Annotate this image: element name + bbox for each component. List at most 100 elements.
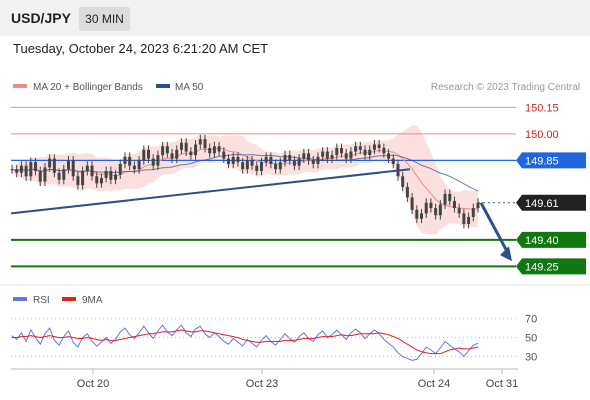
candle-body (142, 149, 146, 161)
candle-body (424, 202, 428, 214)
candle-body (344, 153, 348, 159)
candle-body (363, 149, 367, 156)
candle-body (401, 176, 405, 187)
candle-body (212, 146, 216, 154)
candle-body (339, 148, 343, 154)
candle-body (231, 156, 235, 164)
timeframe-badge[interactable]: 30 MIN (79, 7, 130, 31)
candle-body (278, 162, 282, 170)
rsi-ma-legend-label: 9MA (82, 295, 103, 306)
candle-body (189, 151, 193, 156)
forecast-arrow-head (500, 246, 512, 262)
ma20-legend-swatch (13, 84, 27, 88)
level-label-149.85: 149.85 (525, 155, 559, 167)
candle-body (203, 139, 207, 149)
candle-body (349, 151, 353, 159)
candle-body (429, 202, 433, 209)
candle-body (316, 156, 320, 164)
candle-body (114, 174, 118, 180)
rsi-tick-50: 50 (525, 333, 537, 345)
candle-body (283, 155, 287, 163)
candle-body (161, 146, 165, 156)
candle-body (241, 162, 245, 170)
candle-body (264, 156, 268, 163)
candle-body (457, 208, 461, 214)
x-axis: Oct 20 Oct 23 Oct 24 Oct 31 (77, 369, 518, 390)
candle-body (38, 170, 42, 182)
candle-body (255, 165, 259, 171)
candle-body (43, 167, 47, 182)
candle-body (335, 148, 339, 156)
candle-body (184, 142, 188, 152)
candle-body (222, 151, 226, 159)
candle-body (34, 162, 38, 171)
candle-body (259, 162, 263, 171)
x-tick-label-1: Oct 23 (246, 378, 278, 390)
candle-body (15, 169, 19, 173)
candle-body (95, 176, 99, 184)
candle-body (471, 208, 475, 217)
candle-body (467, 216, 471, 224)
level-label-149.25: 149.25 (525, 261, 559, 273)
level-tag-149.40 (516, 231, 586, 248)
rsi-tick-30: 30 (525, 352, 537, 364)
candle-body (156, 155, 160, 166)
candle-body (52, 158, 56, 173)
candle-body (387, 153, 391, 159)
candle-body (443, 193, 447, 205)
credit-text: Research © 2023 Trading Central (431, 82, 580, 93)
candle-body (90, 165, 94, 177)
candle-body (330, 155, 334, 159)
candle-body (227, 158, 231, 164)
candle-body (48, 158, 52, 168)
candle-body (198, 139, 202, 145)
candle-body (137, 160, 141, 170)
candle-body (147, 149, 151, 159)
level-tag-149.25 (516, 258, 586, 275)
candle-body (109, 170, 113, 180)
trend-line (10, 168, 411, 215)
candle-body (311, 160, 315, 164)
candle-body (476, 202, 480, 209)
chart-datetime: Tuesday, October 24, 2023 6:21:20 AM CET (13, 41, 269, 56)
rsi-line (11, 324, 479, 361)
level-tag-149.61 (516, 194, 586, 211)
candle-body (405, 186, 409, 198)
candle-body (118, 163, 122, 175)
candle-body (358, 146, 362, 150)
candle-body (170, 153, 174, 159)
rsi-tick-70: 70 (525, 314, 537, 326)
candle-body (85, 165, 89, 171)
candle-body (438, 204, 442, 216)
candle-body (236, 156, 240, 163)
candle-body (377, 144, 381, 149)
candle-body (62, 169, 66, 180)
candle-body (307, 153, 311, 161)
candle-body (420, 213, 424, 219)
candle-body (10, 169, 14, 171)
candle-body (175, 149, 179, 159)
candle-body (132, 165, 136, 170)
candle-body (19, 165, 23, 173)
candle-body (57, 172, 61, 180)
candle-body (292, 160, 296, 166)
level-label-149.40: 149.40 (525, 235, 559, 247)
rsi-ma-line (12, 329, 479, 355)
candle-body (66, 160, 70, 170)
candle-body (123, 156, 127, 164)
currency-pair-title: USD/JPY (11, 10, 71, 26)
candle-body (452, 201, 456, 209)
candle-body (179, 142, 183, 150)
candle-body (325, 151, 329, 159)
candle-body (217, 146, 221, 152)
candle-body (372, 144, 376, 150)
candle-body (208, 148, 212, 154)
price-chart: 150.15 150.00 149.85 149.61 149.40 149.25 (10, 102, 586, 275)
candle-body (274, 163, 278, 170)
x-tick-label-2: Oct 24 (418, 378, 450, 390)
rsi-ma-legend-swatch (62, 297, 76, 301)
ma50-legend-label: MA 50 (175, 82, 204, 93)
candle-body (76, 176, 80, 186)
candle-body (434, 208, 438, 216)
candle-body (71, 160, 75, 177)
